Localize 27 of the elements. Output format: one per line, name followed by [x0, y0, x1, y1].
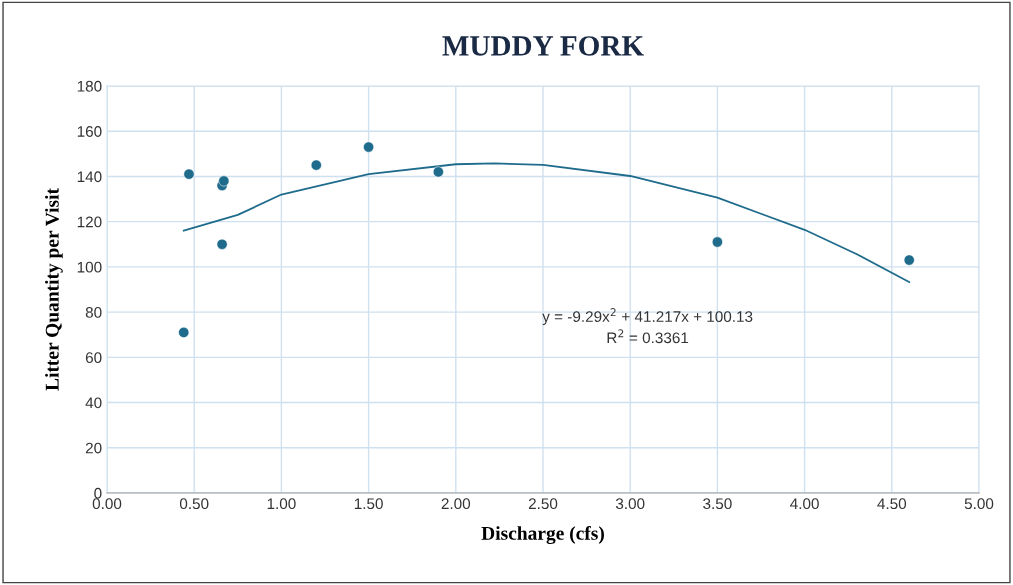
line-series [182, 162, 911, 283]
y-tick-label: 180 [77, 80, 102, 92]
x-tick-label: 3.00 [615, 498, 645, 510]
y-tick-label: 120 [77, 216, 102, 228]
x-tick-label: 5.00 [964, 498, 994, 510]
y-axis-title: Litter Quantity per Visit [45, 188, 63, 391]
annotation: R$^{2}$ = 0.3361 [607, 329, 689, 344]
chart-title: MUDDY FORK [442, 36, 644, 56]
y-tick-label: 100 [77, 261, 102, 273]
y-tick-label: 0 [94, 487, 102, 499]
x-tick-label: 1.50 [354, 498, 383, 510]
y-tick-label: 80 [85, 306, 102, 318]
x-axis-title: Discharge (cfs) [481, 525, 604, 544]
y-tick-label: 140 [77, 171, 102, 183]
y-tick-label: 160 [77, 126, 102, 137]
x-tick-label: 1.00 [267, 498, 296, 510]
y-tick-label: 40 [85, 397, 102, 409]
x-tick-label: 4.50 [877, 498, 907, 510]
y-tick-label: 20 [85, 442, 102, 454]
x-tick-label: 0.50 [179, 498, 209, 510]
x-tick-label: 2.00 [441, 498, 471, 510]
x-tick-label: 4.00 [790, 498, 819, 510]
x-tick-label: 0.00 [92, 498, 122, 510]
x-tick-label: 2.50 [528, 498, 558, 510]
x-tick-label: 3.50 [703, 498, 732, 510]
y-tick-label: 60 [85, 352, 102, 364]
annotation: y = -9.29x$^{2}$ + 41.217x + 100.13 [542, 308, 753, 326]
